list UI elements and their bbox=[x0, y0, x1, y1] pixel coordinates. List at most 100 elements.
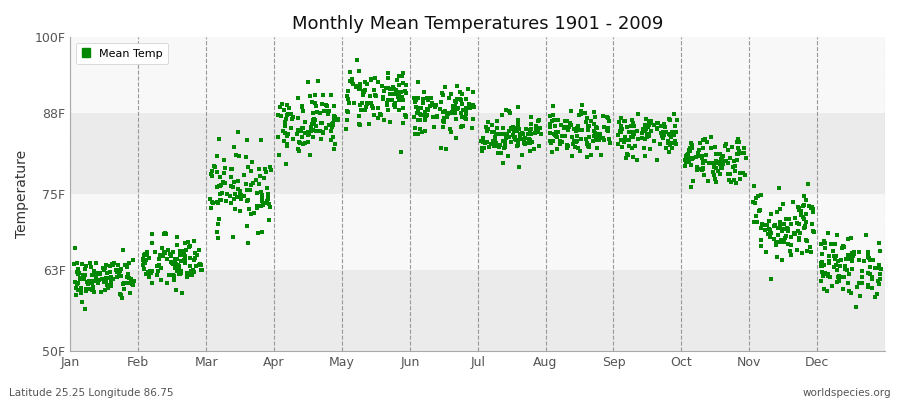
Point bbox=[839, 256, 853, 262]
Point bbox=[67, 261, 81, 268]
Point bbox=[97, 278, 112, 285]
Point bbox=[688, 154, 703, 160]
Point bbox=[89, 278, 104, 284]
Point bbox=[421, 107, 436, 113]
Point bbox=[211, 169, 225, 176]
Point bbox=[636, 126, 651, 132]
Point bbox=[784, 242, 798, 249]
Point bbox=[392, 97, 407, 104]
Point bbox=[814, 251, 829, 257]
Point bbox=[104, 273, 119, 280]
Point bbox=[874, 266, 888, 272]
Point bbox=[780, 226, 795, 232]
Point bbox=[414, 112, 428, 118]
Point bbox=[805, 204, 819, 210]
Point bbox=[396, 80, 410, 86]
Point bbox=[298, 118, 312, 125]
Point bbox=[482, 144, 496, 150]
Point bbox=[488, 136, 502, 142]
Point bbox=[139, 270, 153, 277]
Point bbox=[709, 178, 724, 185]
Point bbox=[696, 166, 710, 172]
Point bbox=[778, 233, 793, 239]
Point bbox=[667, 111, 681, 117]
Point bbox=[194, 267, 208, 274]
Point bbox=[373, 110, 387, 117]
Point bbox=[533, 125, 547, 131]
Point bbox=[561, 126, 575, 133]
Point bbox=[507, 124, 521, 131]
Point bbox=[438, 108, 453, 114]
Point bbox=[828, 256, 842, 262]
Point bbox=[589, 134, 603, 141]
Point bbox=[600, 114, 615, 120]
Point bbox=[298, 130, 312, 137]
Point bbox=[624, 123, 638, 129]
Point bbox=[277, 130, 292, 136]
Point bbox=[136, 255, 150, 262]
Point bbox=[656, 130, 670, 136]
Point bbox=[410, 94, 425, 101]
Point bbox=[816, 262, 831, 268]
Point bbox=[696, 165, 710, 171]
Point bbox=[303, 128, 318, 134]
Point bbox=[827, 252, 842, 259]
Point bbox=[789, 220, 804, 226]
Point bbox=[140, 249, 155, 255]
Point bbox=[86, 272, 100, 278]
Point bbox=[248, 177, 263, 183]
Point bbox=[175, 289, 189, 296]
Point bbox=[264, 166, 278, 173]
Point bbox=[86, 284, 100, 291]
Point bbox=[682, 144, 697, 151]
Point bbox=[277, 107, 292, 114]
Point bbox=[560, 144, 574, 151]
Point bbox=[226, 234, 240, 240]
Point bbox=[413, 117, 428, 124]
Point bbox=[92, 277, 106, 284]
Point bbox=[572, 123, 586, 130]
Point bbox=[866, 257, 880, 263]
Point bbox=[564, 122, 579, 128]
Point bbox=[781, 241, 796, 248]
Point bbox=[567, 126, 581, 132]
Point bbox=[436, 124, 450, 130]
Point bbox=[643, 131, 657, 138]
Point bbox=[340, 87, 355, 94]
Point bbox=[580, 141, 594, 147]
Point bbox=[663, 117, 678, 123]
Point bbox=[798, 223, 813, 229]
Point bbox=[686, 178, 700, 184]
Point bbox=[294, 125, 309, 131]
Point bbox=[530, 118, 544, 124]
Point bbox=[228, 206, 242, 212]
Point bbox=[492, 142, 507, 148]
Point bbox=[589, 136, 603, 143]
Point bbox=[873, 276, 887, 283]
Point bbox=[556, 125, 571, 131]
Point bbox=[172, 271, 186, 277]
Point bbox=[382, 118, 397, 125]
Point bbox=[644, 117, 659, 124]
Point bbox=[316, 130, 330, 136]
Point bbox=[760, 222, 774, 229]
Point bbox=[572, 127, 586, 134]
Point bbox=[310, 78, 325, 84]
Point bbox=[70, 270, 85, 277]
Point bbox=[211, 199, 225, 206]
Point bbox=[68, 292, 83, 298]
Point bbox=[262, 201, 276, 208]
Point bbox=[239, 198, 254, 204]
Point bbox=[465, 125, 480, 131]
Point bbox=[305, 120, 320, 127]
Point bbox=[497, 130, 511, 137]
Point bbox=[420, 112, 435, 118]
Point bbox=[424, 95, 438, 101]
Point bbox=[343, 78, 357, 84]
Point bbox=[306, 127, 320, 134]
Point bbox=[326, 122, 340, 128]
Point bbox=[271, 112, 285, 118]
Point bbox=[560, 118, 574, 124]
Point bbox=[761, 231, 776, 238]
Point bbox=[71, 266, 86, 272]
